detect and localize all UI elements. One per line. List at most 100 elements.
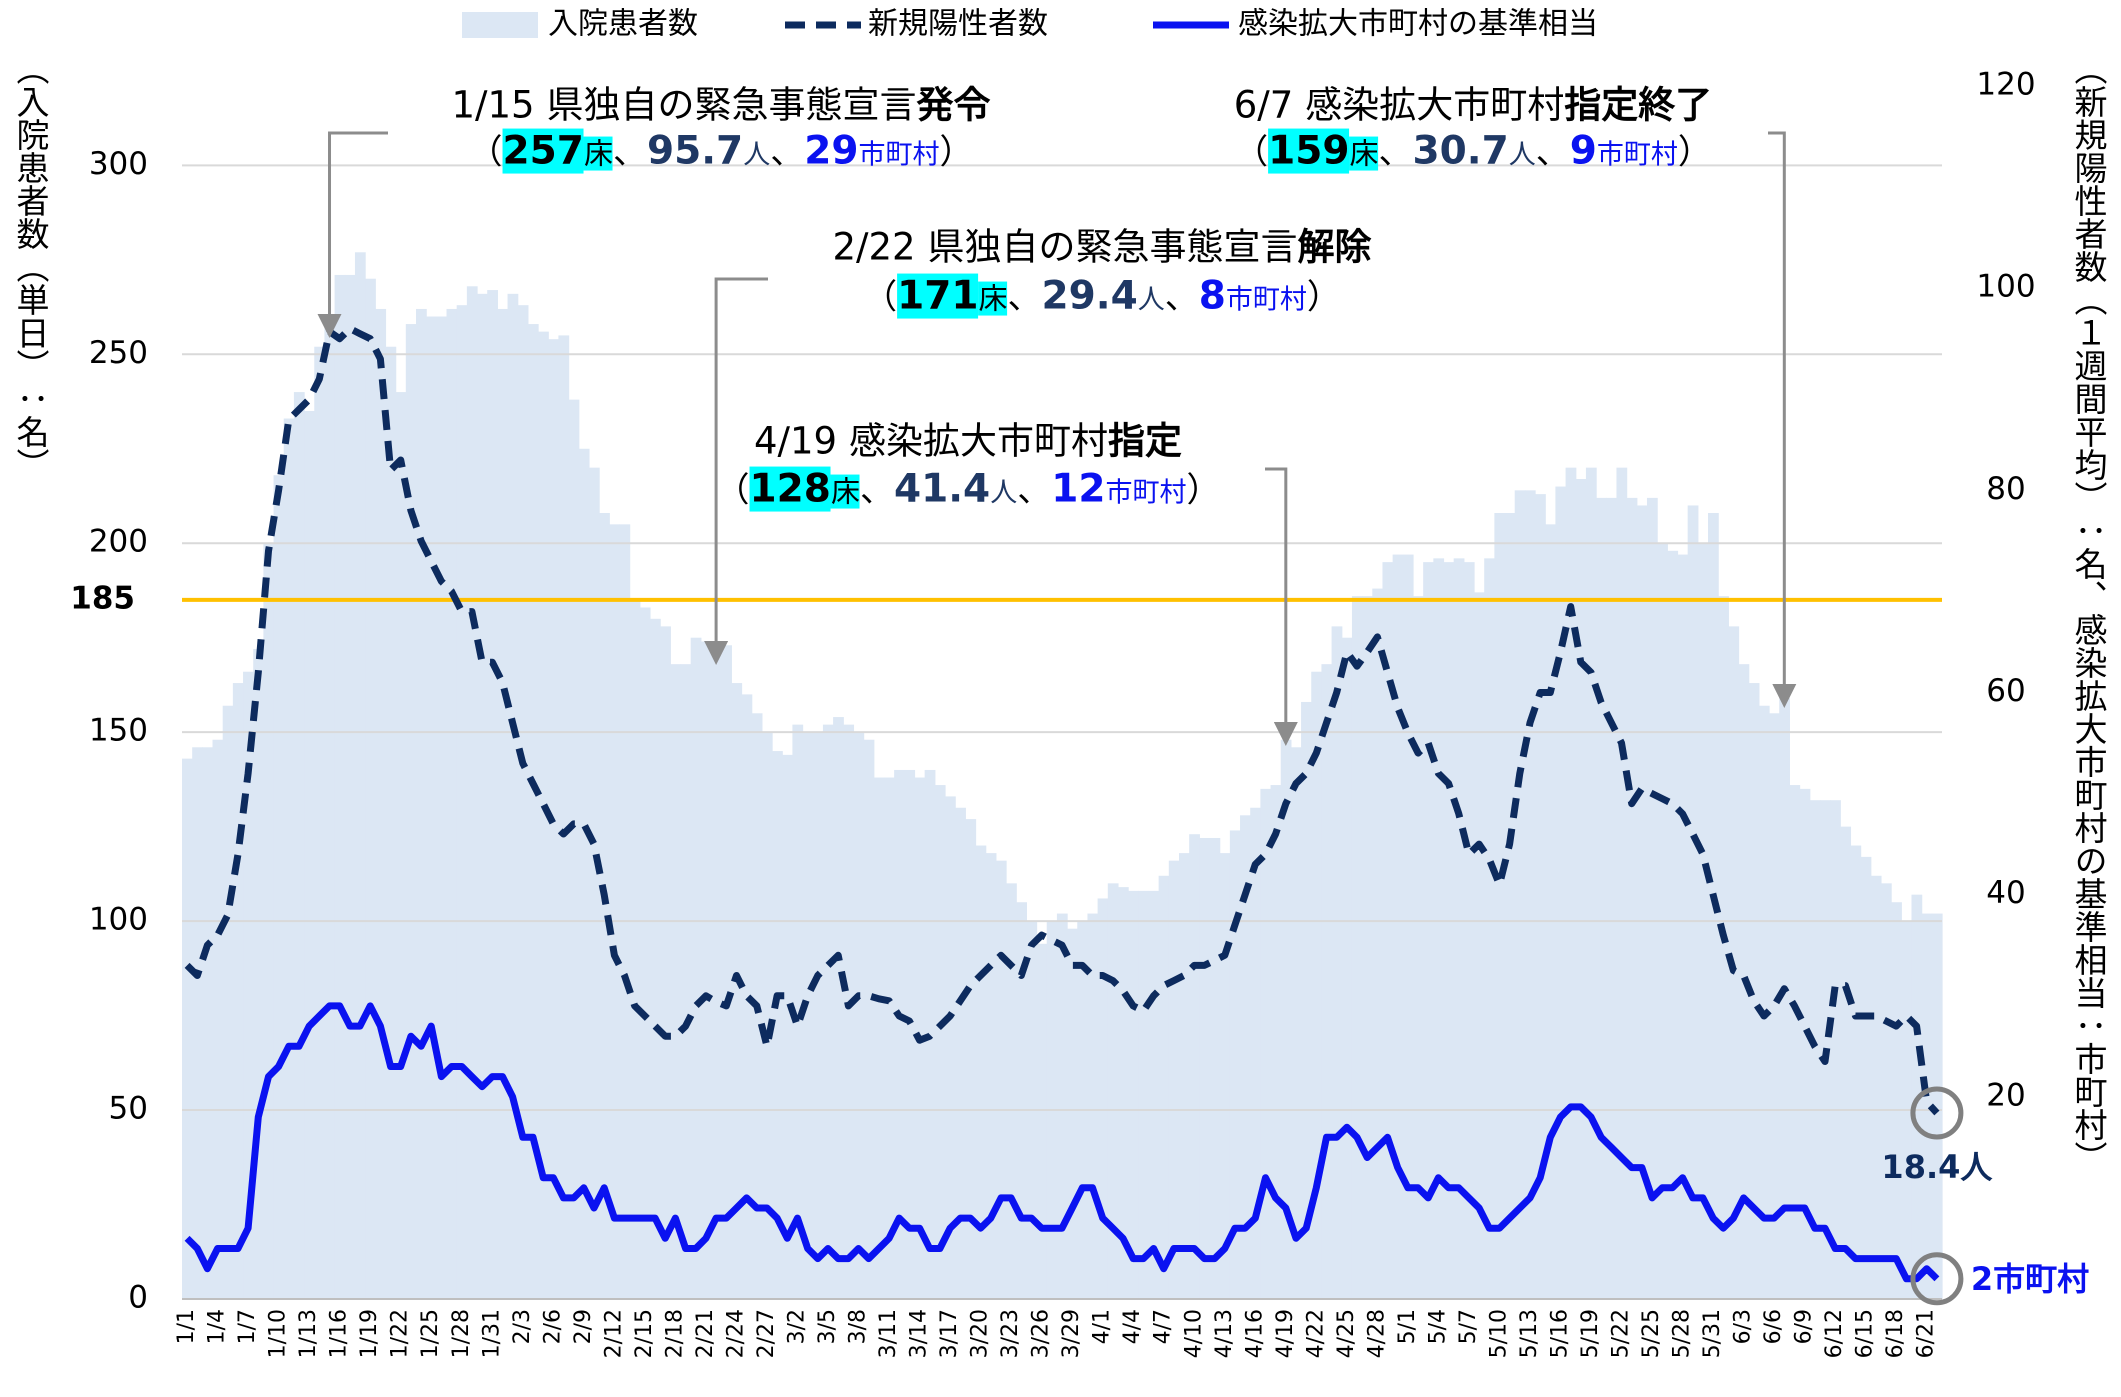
- x-tick-label: 4/4: [1120, 1309, 1145, 1344]
- bar: [1748, 683, 1760, 1299]
- bar: [446, 308, 458, 1299]
- bar: [1382, 562, 1394, 1299]
- x-tick-label: 3/26: [1029, 1309, 1054, 1358]
- bar: [1677, 554, 1689, 1299]
- bar: [955, 807, 966, 1299]
- y2-axis-title: （新規陽性者数（１週間平均）：名、感染拡大市町村の基準相当：市町村）: [2069, 52, 2108, 1174]
- bar: [466, 286, 478, 1300]
- x-tick-label: 3/20: [968, 1309, 993, 1358]
- bar: [538, 331, 549, 1299]
- annotation-text: 感染拡大市町村: [1305, 83, 1565, 127]
- bar: [1321, 664, 1333, 1299]
- y-tick-label: 200: [89, 524, 148, 560]
- bar: [375, 308, 387, 1299]
- end-marker-circle: [1910, 1086, 1964, 1140]
- x-tick-label: 5/25: [1639, 1309, 1664, 1358]
- x-tick-label: 2/27: [754, 1309, 779, 1358]
- bar: [1616, 467, 1628, 1300]
- annotation-detail-part: 41.4: [893, 466, 991, 512]
- bar: [649, 618, 661, 1299]
- annotation-detail-part: 8: [1198, 273, 1226, 319]
- end-label: 18.4人: [1881, 1148, 1993, 1186]
- bar: [792, 724, 804, 1299]
- x-tick-label: 2/15: [632, 1309, 657, 1358]
- bar: [1290, 747, 1302, 1299]
- annotation-arrow: [1265, 467, 1298, 746]
- bar: [853, 732, 865, 1299]
- bar: [558, 335, 570, 1299]
- x-tick-label: 4/1: [1090, 1309, 1115, 1344]
- y-tick-label: 100: [89, 902, 148, 938]
- x-tick-label: 1/7: [235, 1309, 260, 1344]
- x-tick-label: 5/7: [1456, 1309, 1481, 1344]
- bar: [1555, 486, 1567, 1299]
- bar: [619, 524, 631, 1299]
- bar: [965, 819, 977, 1299]
- bar: [1535, 494, 1546, 1299]
- bar: [1016, 902, 1027, 1299]
- bar: [273, 475, 285, 1299]
- bar: [1494, 513, 1506, 1299]
- bar: [344, 274, 356, 1299]
- bar: [395, 392, 407, 1299]
- bar: [924, 769, 936, 1299]
- x-tick-label: 4/16: [1242, 1309, 1267, 1358]
- bar: [304, 410, 315, 1300]
- x-tick-label: 2/3: [510, 1309, 535, 1344]
- bar: [1128, 890, 1139, 1299]
- annotation-title: 1/15 県独自の緊急事態宣言発令: [451, 83, 990, 127]
- annotation-detail-part: 159: [1268, 128, 1350, 174]
- annotation-detail-part: 市町村: [1225, 284, 1307, 316]
- annotation-detail-part: 、: [1378, 132, 1413, 173]
- annotation-emphasis: 指定終了: [1564, 83, 1713, 127]
- annotation-detail-part: （: [1234, 132, 1269, 173]
- bar: [1484, 558, 1495, 1299]
- annotation-detail-part: 人: [990, 477, 1018, 509]
- annotation-emphasis: 指定: [1108, 419, 1183, 463]
- x-tick-label: 5/10: [1486, 1309, 1511, 1358]
- y2-tick-label: 60: [1986, 673, 2025, 709]
- bar: [314, 346, 326, 1300]
- bar: [1240, 815, 1251, 1299]
- x-tick-label: 1/28: [449, 1309, 474, 1358]
- x-tick-label: 1/10: [266, 1309, 291, 1358]
- bar: [1799, 788, 1811, 1299]
- x-tick-label: 3/14: [907, 1309, 932, 1358]
- annotation-detail-part: 29: [804, 128, 859, 174]
- bar: [1758, 705, 1770, 1299]
- x-tick-label: 4/13: [1212, 1309, 1237, 1358]
- y2-tick-label: 40: [1986, 875, 2025, 911]
- bar: [639, 607, 651, 1299]
- annotation-detail-part: 30.7: [1412, 128, 1509, 174]
- y-tick-label: 300: [89, 146, 148, 182]
- bar: [660, 626, 671, 1299]
- bar: [578, 448, 590, 1299]
- bar: [995, 860, 1007, 1299]
- x-tick-label: 5/19: [1578, 1309, 1603, 1358]
- annotation-detail-part: 171: [897, 273, 979, 319]
- end-marker-circle: [1910, 1252, 1964, 1306]
- bar: [517, 305, 529, 1299]
- y-tick-label: 0: [128, 1280, 148, 1316]
- bar: [1178, 853, 1190, 1299]
- bar: [283, 418, 295, 1299]
- annotation-detail-part: （: [715, 470, 750, 511]
- bar: [1219, 853, 1231, 1299]
- x-tick-label: 5/13: [1517, 1309, 1542, 1358]
- annotation-detail-part: 市町村: [858, 139, 940, 171]
- x-tick-label: 1/25: [418, 1309, 443, 1358]
- x-tick-label: 2/9: [571, 1309, 596, 1344]
- annotation-arrow: [704, 277, 768, 665]
- bar: [1830, 800, 1841, 1299]
- legend-label: 新規陽性者数: [868, 7, 1048, 42]
- bar: [1412, 596, 1424, 1299]
- bar: [894, 769, 905, 1299]
- bar: [1209, 837, 1221, 1299]
- annotation-date: 1/15: [451, 83, 535, 127]
- y2-tick-label: 20: [1986, 1077, 2025, 1113]
- bar: [985, 853, 997, 1299]
- bar: [1311, 671, 1323, 1299]
- bar: [1443, 562, 1455, 1299]
- bar: [1107, 883, 1119, 1299]
